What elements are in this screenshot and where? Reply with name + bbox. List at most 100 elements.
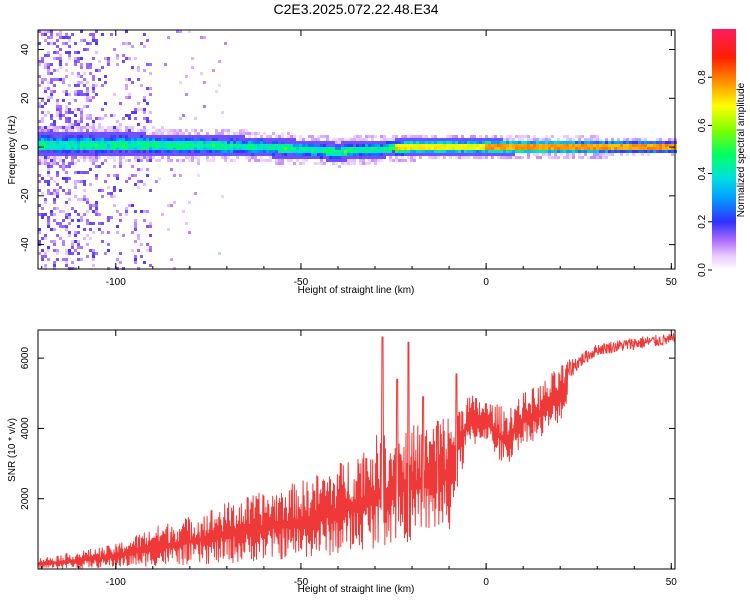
spectrogram-cell <box>455 147 458 150</box>
spectrogram-cell <box>83 237 86 240</box>
spectrogram-cell <box>44 150 47 153</box>
spectrogram-cell <box>62 138 65 141</box>
spectrogram-cell <box>401 156 404 159</box>
spectrogram-cell <box>638 138 641 141</box>
spectrogram-cell <box>83 198 86 201</box>
spectrogram-cell <box>359 150 362 153</box>
spectrogram-cell <box>107 132 110 135</box>
spectrogram-cell <box>197 174 200 177</box>
spectrogram-cell <box>206 156 209 159</box>
spectrogram-cell <box>296 147 299 150</box>
spectrogram-cell <box>80 138 83 141</box>
spectrogram-cell <box>350 150 353 153</box>
spectrogram-cell <box>434 156 437 159</box>
spectrogram-cell <box>281 144 284 147</box>
spectrogram-cell <box>380 156 383 159</box>
spectrogram-cell <box>230 141 233 144</box>
spectrogram-cell <box>47 150 50 153</box>
spectrogram-cell <box>74 90 77 93</box>
spectrogram-cell <box>80 150 83 153</box>
spectrogram-cell <box>389 141 392 144</box>
spectrogram-cell <box>479 144 482 147</box>
spectrogram-cell <box>125 213 128 216</box>
spectrogram-cell <box>599 153 602 156</box>
spectrogram-cell <box>137 78 140 81</box>
spectrogram-cell <box>515 150 518 153</box>
spectrogram-cell <box>413 150 416 153</box>
spectrogram-cell <box>122 135 125 138</box>
spectrogram-cell <box>47 147 50 150</box>
spectrogram-cell <box>95 213 98 216</box>
spectrogram-cell <box>185 222 188 225</box>
spectrogram-cell <box>140 42 143 45</box>
spectrogram-cell <box>134 174 137 177</box>
spectrogram-cell <box>53 126 56 129</box>
spectrogram-cell <box>62 114 65 117</box>
spectrogram-cell <box>209 147 212 150</box>
spectrogram-cell <box>212 135 215 138</box>
spectrogram-cell <box>143 219 146 222</box>
spectrogram-cell <box>644 138 647 141</box>
snr-y-tick-label: 6000 <box>20 347 31 370</box>
spectrogram-x-axis-label: Height of straight line (km) <box>298 285 415 296</box>
spectrogram-cell <box>203 81 206 84</box>
spectrogram-cell <box>134 111 137 114</box>
spectrogram-cell <box>347 156 350 159</box>
spectrogram-cell <box>47 51 50 54</box>
spectrogram-cell <box>155 141 158 144</box>
spectrogram-cell <box>134 153 137 156</box>
spectrogram-cell <box>266 135 269 138</box>
spectrogram-cell <box>137 147 140 150</box>
spectrogram-cell <box>536 141 539 144</box>
spectrogram-cell <box>170 141 173 144</box>
spectrogram-cell <box>41 135 44 138</box>
spectrogram-cell <box>539 141 542 144</box>
spectrogram-cell <box>359 156 362 159</box>
spectrogram-cell <box>422 138 425 141</box>
spectrogram-cell <box>452 153 455 156</box>
spectrogram-cell <box>185 141 188 144</box>
spectrogram-cell <box>224 147 227 150</box>
spectrogram-cell <box>128 117 131 120</box>
spectrogram-cell <box>278 138 281 141</box>
spectrogram-cell <box>506 147 509 150</box>
spectrogram-cell <box>266 150 269 153</box>
spectrogram-cell <box>188 135 191 138</box>
spectrogram-cell <box>326 156 329 159</box>
spectrogram-cell <box>38 132 41 135</box>
spectrogram-cell <box>650 147 653 150</box>
spectrogram-cell <box>170 150 173 153</box>
spectrogram-cell <box>506 141 509 144</box>
spectrogram-cell <box>68 51 71 54</box>
spectrogram-cell <box>518 147 521 150</box>
spectrogram-cell <box>80 63 83 66</box>
spectrogram-cell <box>74 123 77 126</box>
spectrogram-cell <box>566 144 569 147</box>
spectrogram-cell <box>248 150 251 153</box>
spectrogram-cell <box>536 144 539 147</box>
spectrogram-cell <box>188 144 191 147</box>
spectrogram-cell <box>113 165 116 168</box>
spectrogram-cell <box>395 159 398 162</box>
spectrogram-cell <box>179 144 182 147</box>
spectrogram-cell <box>314 147 317 150</box>
spectrogram-cell <box>344 141 347 144</box>
spectrogram-cell <box>227 132 230 135</box>
spectrogram-cell <box>215 150 218 153</box>
spectrogram-cell <box>590 156 593 159</box>
spectrogram-cell <box>455 138 458 141</box>
spectrogram-cell <box>41 126 44 129</box>
spectrogram-cell <box>80 141 83 144</box>
spectrogram-cell <box>227 141 230 144</box>
spectrogram-cell <box>278 156 281 159</box>
spectrogram-cell <box>221 135 224 138</box>
spectrogram-cell <box>80 153 83 156</box>
spectrogram-cell <box>203 150 206 153</box>
spectrogram-cell <box>107 63 110 66</box>
spectrogram-cell <box>275 135 278 138</box>
spectrogram-cell <box>479 147 482 150</box>
spectrogram-cell <box>431 141 434 144</box>
spectrogram-cell <box>191 147 194 150</box>
spectrogram-cell <box>350 162 353 165</box>
spectrogram-cell <box>470 144 473 147</box>
